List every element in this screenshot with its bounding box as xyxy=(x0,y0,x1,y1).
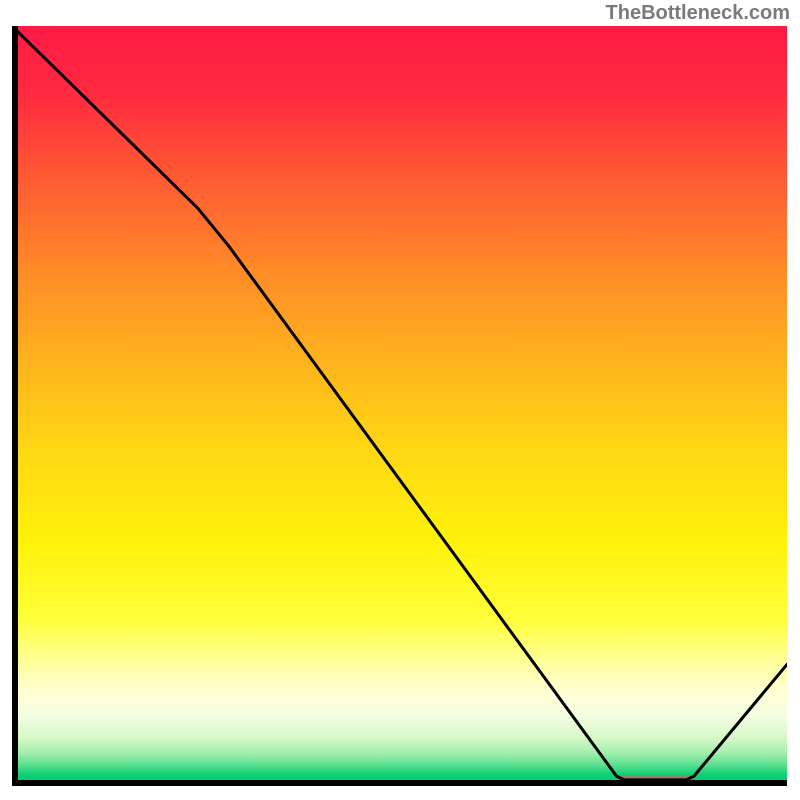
bottleneck-chart xyxy=(12,26,787,786)
chart-container xyxy=(12,26,787,786)
attribution-text: TheBottleneck.com xyxy=(606,2,790,25)
